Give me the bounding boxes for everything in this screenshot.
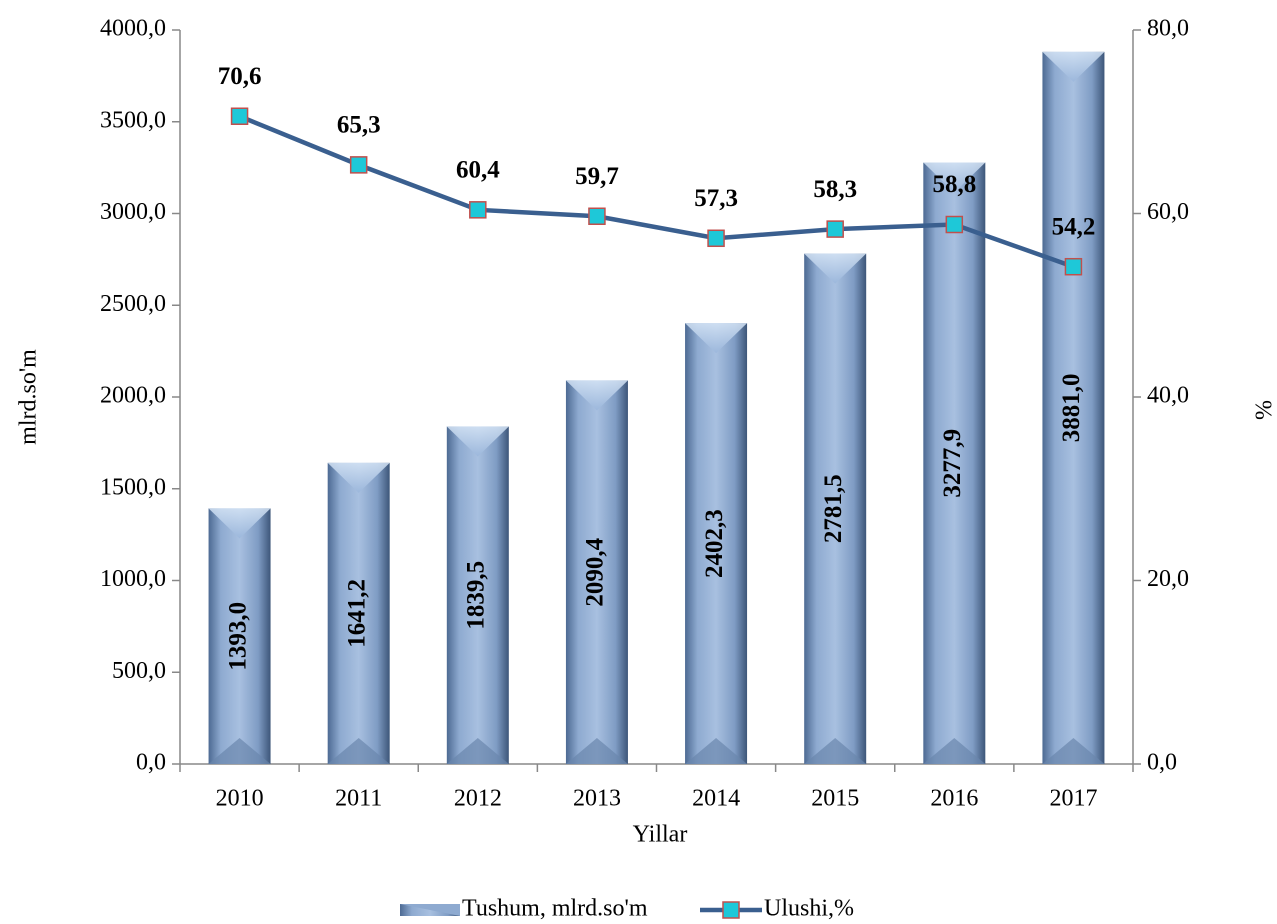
line-value-label: 60,4 — [456, 157, 500, 184]
bar-cap — [327, 462, 390, 493]
bar-cap — [923, 162, 986, 193]
line-marker — [945, 215, 964, 234]
bar-base — [327, 738, 390, 764]
bar-value-label: 3277,9 — [939, 429, 966, 498]
legend-label: Ulushi,% — [764, 896, 854, 922]
bar — [327, 462, 390, 764]
y2-tick-label: 0,0 — [1147, 750, 1177, 776]
y2-axis-label: % — [1252, 400, 1277, 420]
bar-value-label: 2402,3 — [701, 509, 728, 578]
bar-base — [208, 738, 271, 764]
line — [238, 114, 1075, 269]
x-tick-label: 2013 — [573, 786, 621, 812]
line-value-label: 58,3 — [813, 176, 857, 203]
bar-cap — [804, 253, 867, 284]
y-tick-label: 1000,0 — [100, 566, 166, 592]
y-tick-label: 4000,0 — [100, 16, 166, 42]
y2-tick-label: 60,0 — [1147, 199, 1189, 225]
line-value-label: 58,8 — [932, 171, 976, 198]
bar-cap — [565, 380, 628, 411]
line-value-label: 65,3 — [337, 112, 381, 139]
line-marker — [707, 229, 725, 248]
bar-base — [685, 738, 748, 764]
bar-base — [1042, 738, 1105, 764]
bar-base — [804, 738, 867, 764]
line-value-label: 70,6 — [218, 63, 262, 90]
bar-base — [446, 738, 509, 764]
bar-base — [923, 738, 986, 764]
bar-cap — [208, 508, 271, 539]
bar-value-label: 3881,0 — [1058, 374, 1085, 443]
y-tick-label: 0,0 — [136, 750, 166, 776]
line-marker — [826, 220, 844, 238]
x-axis-label: Yillar — [633, 822, 688, 848]
y2-tick-label: 40,0 — [1147, 383, 1189, 409]
bar-cap — [685, 323, 748, 354]
bar — [923, 162, 986, 764]
y-tick-label: 2000,0 — [100, 383, 166, 409]
x-tick-label: 2017 — [1049, 786, 1097, 812]
line-value-label: 54,2 — [1052, 213, 1096, 240]
bar — [446, 426, 509, 764]
line-value-label: 57,3 — [694, 185, 738, 212]
x-tick-label: 2011 — [335, 786, 382, 812]
line-marker — [1064, 257, 1083, 276]
bar — [565, 380, 628, 764]
line-marker — [588, 207, 606, 226]
line-marker — [349, 156, 368, 174]
x-tick-label: 2014 — [692, 786, 740, 812]
y-axis-label: mlrd.so'm — [16, 349, 42, 445]
x-tick-label: 2015 — [811, 786, 859, 812]
line-marker — [230, 107, 249, 125]
bar — [1042, 51, 1105, 765]
bar-value-label: 2090,4 — [582, 537, 609, 606]
legend-marker — [722, 901, 740, 919]
y-tick-label: 3000,0 — [100, 199, 166, 225]
y2-tick-label: 20,0 — [1147, 566, 1189, 592]
y-tick-label: 3500,0 — [100, 107, 166, 133]
bar — [685, 323, 748, 764]
bar-cap — [1042, 51, 1105, 82]
y-tick-label: 2500,0 — [100, 291, 166, 317]
bar-base — [565, 738, 628, 764]
bar-value-label: 1393,0 — [224, 602, 251, 671]
x-tick-label: 2016 — [930, 786, 978, 812]
bar-value-label: 1839,5 — [463, 561, 490, 630]
line-value-label: 59,7 — [575, 163, 619, 190]
bar-cap — [446, 426, 509, 457]
bar — [208, 508, 271, 764]
legend-swatch-cap — [400, 904, 460, 916]
x-tick-label: 2010 — [216, 786, 264, 812]
y-tick-label: 1500,0 — [100, 474, 166, 500]
line-marker — [469, 201, 487, 219]
legend-label: Tushum, mlrd.so'm — [462, 896, 648, 922]
y-tick-label: 500,0 — [112, 658, 166, 684]
bar-value-label: 2781,5 — [820, 474, 847, 543]
bar-value-label: 1641,2 — [343, 579, 370, 648]
x-tick-label: 2012 — [454, 786, 502, 812]
y2-tick-label: 80,0 — [1147, 16, 1189, 42]
bar — [804, 253, 867, 764]
